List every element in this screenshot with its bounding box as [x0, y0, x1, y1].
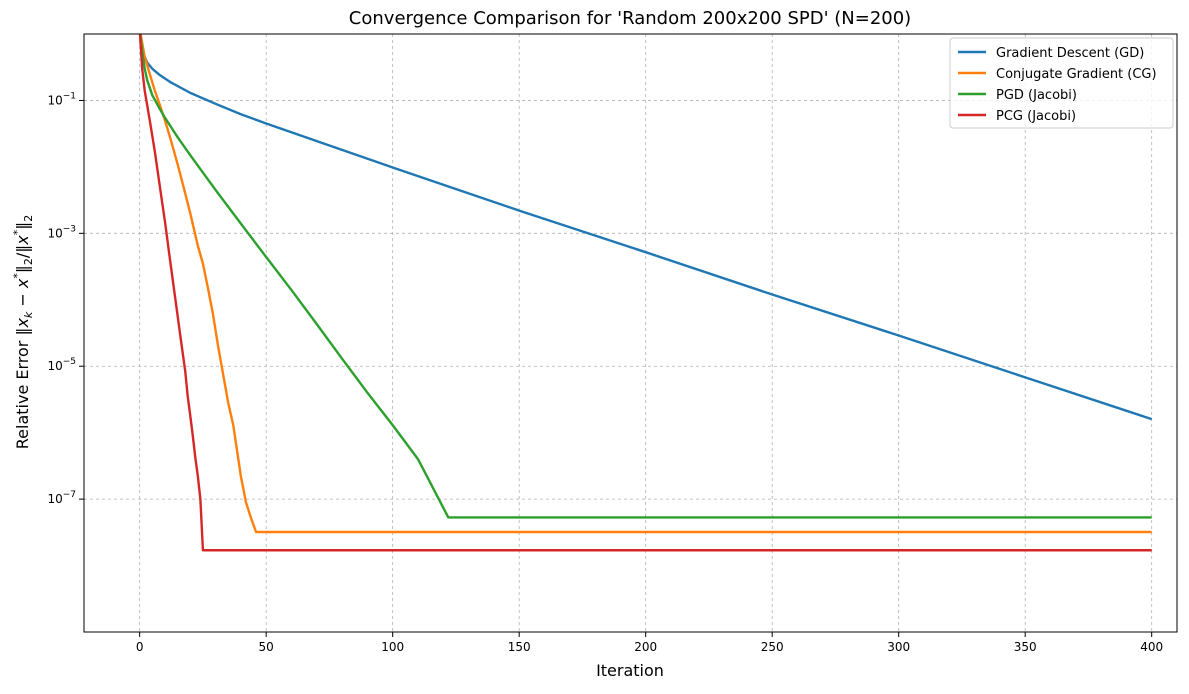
legend-label-pcg: PCG (Jacobi): [996, 109, 1076, 124]
x-tick-label: 300: [887, 640, 910, 654]
legend-label-pgd: PGD (Jacobi): [996, 88, 1077, 103]
x-tick-label: 0: [136, 640, 144, 654]
series-line-3: [138, 34, 1152, 552]
y-label-sub2-denom: 2: [22, 215, 35, 222]
series-line-2: [139, 34, 1152, 519]
ticks-layer: 0 50 100 150 200 250 300 350 400 10−1 10−3 10−5 10−7: [47, 91, 1163, 654]
x-tick-label: 100: [381, 640, 404, 654]
legend-label-gd: Gradient Descent (GD): [996, 46, 1144, 61]
y-label-star-denom: *: [11, 229, 24, 235]
legend: Gradient Descent (GD) Conjugate Gradient…: [949, 37, 1174, 129]
y-label-norm-open: ‖: [13, 328, 32, 336]
y-tick-label: 10−7: [47, 490, 76, 506]
x-tick-label: 150: [508, 640, 531, 654]
y-tick-label: 10−1: [47, 91, 76, 107]
y-label-prefix: Relative Error: [13, 336, 32, 450]
y-label-x: x: [13, 318, 32, 329]
y-label-star: *: [11, 273, 24, 279]
y-label-norm-denom-close: ‖: [13, 222, 32, 230]
y-label-xstar: x: [13, 278, 32, 289]
chart-title: Convergence Comparison for 'Random 200x2…: [349, 8, 911, 29]
y-tick-label: 10−3: [47, 224, 76, 240]
legend-label-cg: Conjugate Gradient (CG): [996, 67, 1157, 82]
x-axis-label: Iteration: [596, 661, 664, 680]
x-tick-label: 200: [634, 640, 657, 654]
legend-box: [949, 37, 1174, 129]
series-layer: [138, 34, 1153, 552]
series-line-1: [139, 34, 1152, 534]
x-tick-label: 400: [1140, 640, 1163, 654]
y-label-x-denom: x: [13, 235, 32, 246]
y-label-norm-close: ‖: [13, 265, 32, 273]
y-label-minus: −: [13, 288, 32, 312]
y-label-k: k: [22, 311, 35, 318]
x-tick-label: 350: [1014, 640, 1037, 654]
x-tick-label: 50: [259, 640, 274, 654]
y-label-slash: /‖: [13, 245, 32, 258]
x-tick-label: 250: [761, 640, 784, 654]
plot-frame: [83, 33, 1178, 633]
y-axis-label: Relative Error ‖xk − x*‖2/‖x*‖2: [11, 215, 35, 449]
y-label-sub2: 2: [22, 258, 35, 265]
y-tick-label: 10−5: [47, 357, 76, 373]
